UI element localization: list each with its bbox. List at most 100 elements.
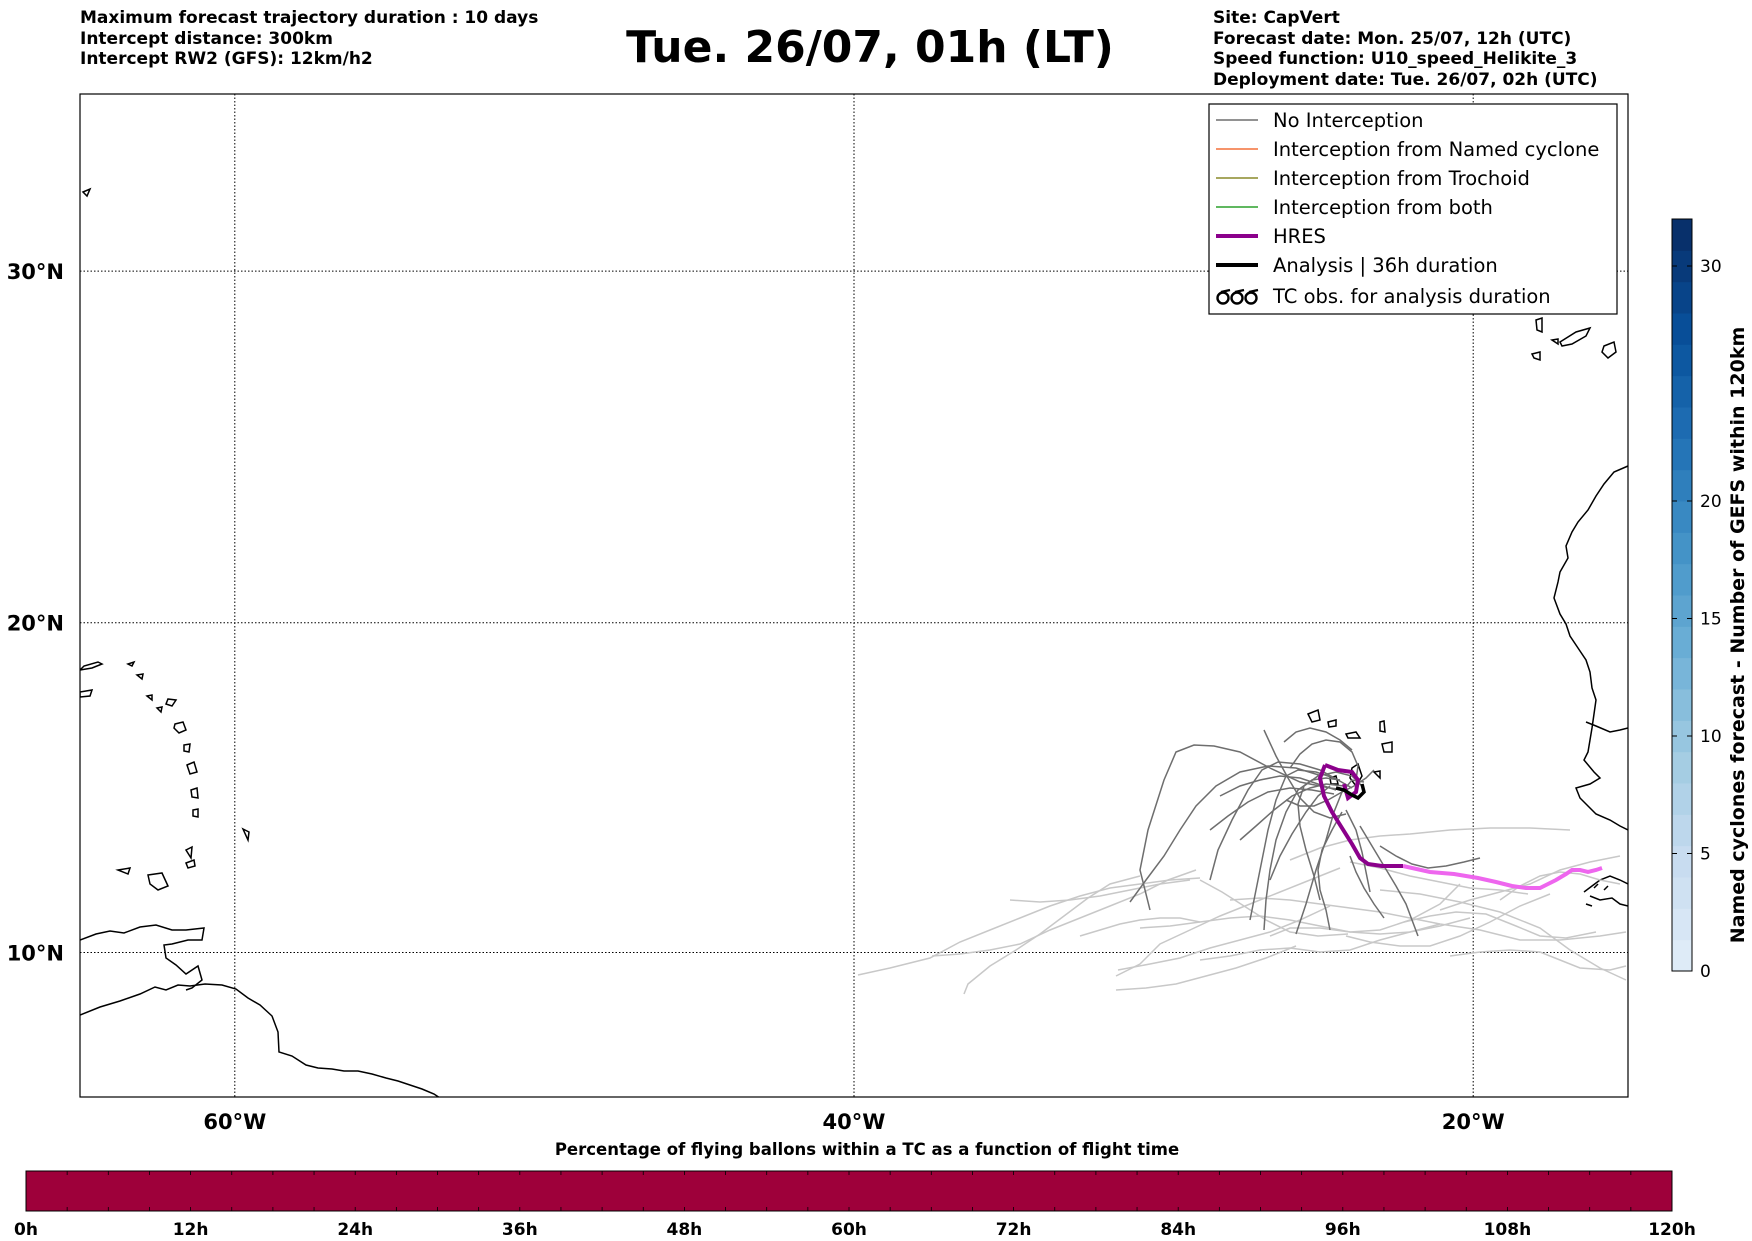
trajectory-early <box>1283 727 1353 751</box>
island-stkitts <box>145 694 153 702</box>
colorbar-right-step <box>1672 250 1692 283</box>
colorbar-bottom-tick-label: 84h <box>1160 1220 1196 1240</box>
trajectory-early <box>1349 855 1385 919</box>
trajectory-early <box>1263 777 1341 931</box>
tc-obs-symbol-icon <box>1216 288 1259 305</box>
island-barbados <box>241 827 250 843</box>
trajectory-early <box>1285 769 1375 807</box>
coastline-puerto-rico <box>80 661 104 671</box>
trajectory-early <box>1295 779 1365 935</box>
legend: No Interception Interception from Named … <box>1208 103 1618 315</box>
colorbar-right-fill <box>1672 219 1692 972</box>
coastline-bissau <box>1583 875 1628 907</box>
coastline-africa <box>1553 465 1628 831</box>
colorbar-right-tick-label: 5 <box>1700 845 1711 865</box>
island-dominica <box>183 743 191 753</box>
colorbar-bottom-tick-label: 60h <box>831 1220 867 1240</box>
colorbar-bottom-tick-label: 96h <box>1325 1220 1361 1240</box>
speed-function: Speed function: U10_speed_Helikite_3 <box>1213 49 1578 69</box>
deployment-date: Deployment date: Tue. 26/07, 02h (UTC) <box>1213 69 1598 90</box>
hres-trajectory-late <box>1402 864 1603 890</box>
island-sal <box>1379 720 1386 733</box>
trajectory-early <box>1297 771 1363 901</box>
trajectory-early <box>1379 845 1481 869</box>
trajectory-late <box>1403 911 1597 939</box>
island-montserrat <box>155 706 163 714</box>
analysis-track <box>1335 783 1366 801</box>
colorbar-right-step <box>1672 344 1692 377</box>
lat-tick-label: 30°N <box>7 260 64 284</box>
ensemble-trajectories-early <box>1129 727 1481 937</box>
trajectory-early <box>1269 785 1331 881</box>
colorbar-right-step <box>1672 407 1692 439</box>
island-hierro <box>1530 351 1541 362</box>
colorbar-right-step <box>1672 845 1692 878</box>
legend-label-analysis: Analysis | 36h duration <box>1273 254 1498 277</box>
param-intercept-rw2: Intercept RW2 (GFS): 12km/h2 <box>80 49 373 69</box>
colorbar-right-tick-label: 10 <box>1700 727 1722 747</box>
legend-label-tc-obs: TC obs. for analysis duration <box>1272 285 1551 308</box>
param-intercept-distance: Intercept distance: 300km <box>80 28 333 49</box>
colorbar-bottom-title: Percentage of flying ballons within a TC… <box>555 1140 1179 1159</box>
param-trajectory-duration: Maximum forecast trajectory duration : 1… <box>80 8 539 28</box>
colorbar-right-step <box>1672 563 1692 596</box>
island-anguilla <box>135 673 144 681</box>
trajectory-late <box>1269 917 1471 937</box>
trajectory-early <box>1209 787 1335 831</box>
ensemble-trajectories-late <box>857 827 1627 995</box>
colorbar-right-step <box>1672 939 1692 972</box>
colorbar-right-step <box>1672 689 1692 721</box>
island-bermuda <box>81 187 92 198</box>
colorbar-right-step <box>1672 375 1692 408</box>
colorbar-bottom-tick-label: 24h <box>337 1220 373 1240</box>
coastline-venezuela <box>80 924 205 991</box>
island-margarita <box>115 867 132 875</box>
trajectory-early <box>1239 783 1345 841</box>
coastline-hispaniola <box>80 689 94 698</box>
trajectory-late <box>1449 949 1627 971</box>
colorbar-right-step <box>1672 657 1692 690</box>
island-saovicente <box>1327 719 1337 728</box>
lat-tick-label: 20°N <box>7 612 64 636</box>
trajectory-late <box>1439 855 1621 911</box>
island-santiago <box>1349 762 1363 788</box>
legend-label-both: Interception from both <box>1273 196 1493 219</box>
colorbar-right-step <box>1672 877 1692 909</box>
colorbar-bottom-tick-label: 12h <box>173 1220 209 1240</box>
island-grancanaria <box>1601 340 1617 359</box>
colorbar-right-step <box>1672 751 1692 784</box>
legend-box <box>1208 103 1618 315</box>
trajectory-late <box>1009 879 1191 903</box>
colorbar-right-frame <box>1671 218 1693 972</box>
colorbar-right-step <box>1672 626 1692 659</box>
trajectory-late <box>1117 905 1331 971</box>
forecast-date: Forecast date: Mon. 25/07, 12h (UTC) <box>1213 28 1572 49</box>
lon-tick-label: 20°W <box>1442 1110 1505 1134</box>
colorbar-right-step <box>1672 219 1692 251</box>
island-martinique <box>186 760 198 775</box>
trajectory-early <box>1263 729 1347 819</box>
island-tenerife <box>1559 326 1592 347</box>
hres-loop <box>1324 763 1361 802</box>
island-saonicolau <box>1344 731 1362 739</box>
map-content <box>80 187 1628 1097</box>
trajectory-late <box>1115 945 1297 991</box>
trajectory-late <box>1349 861 1529 895</box>
colorbar-right-tick-label: 30 <box>1700 257 1722 277</box>
trajectory-late <box>1345 893 1551 947</box>
trajectory-late <box>1499 871 1621 901</box>
colorbar-right-step <box>1672 595 1692 627</box>
colorbar-right-label: Named cyclones forecast - Number of GEFS… <box>1727 327 1749 944</box>
colorbar-right-step <box>1672 532 1692 565</box>
island-stvincent <box>192 808 199 818</box>
colorbar-bottom: Percentage of flying ballons within a TC… <box>14 1140 1696 1240</box>
legend-label-trochoid: Interception from Trochoid <box>1273 167 1530 190</box>
colorbar-bottom-fill <box>25 1170 1673 1212</box>
legend-label-no-interception: No Interception <box>1273 109 1424 132</box>
colorbar-right-step <box>1672 281 1692 314</box>
colorbar-right-step <box>1672 469 1692 502</box>
trajectory-late <box>857 877 1201 976</box>
lon-tick-label: 40°W <box>823 1110 886 1134</box>
trajectory-late <box>1115 867 1341 977</box>
